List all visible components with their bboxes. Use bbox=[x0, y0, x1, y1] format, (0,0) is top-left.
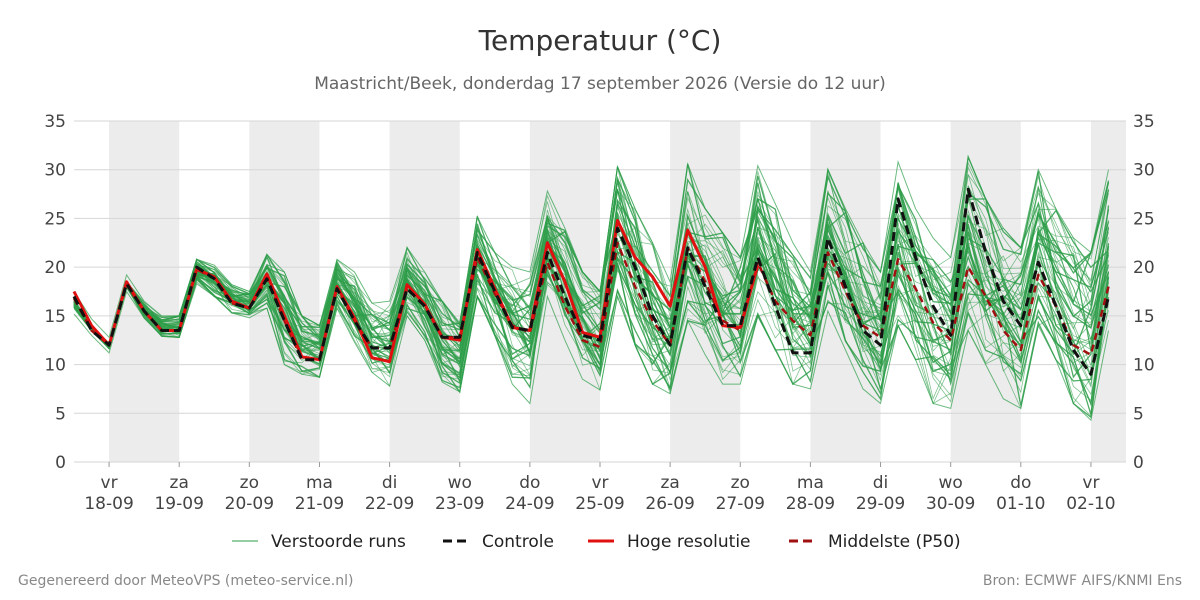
x-tick-date-label: 23-09 bbox=[435, 494, 484, 514]
y-tick-label-left: 25 bbox=[44, 209, 66, 229]
x-tick-date-label: 18-09 bbox=[84, 494, 133, 514]
footer-generated-by: Gegenereerd door MeteoVPS (meteo-service… bbox=[18, 573, 353, 589]
x-tick-day-label: ma bbox=[306, 473, 333, 493]
x-tick-date-label: 29-09 bbox=[856, 494, 905, 514]
x-tick-day-label: wo bbox=[939, 473, 963, 493]
x-tick-date-label: 01-10 bbox=[996, 494, 1045, 514]
ensemble-run-line bbox=[73, 242, 1109, 400]
y-axis: 0 0 5 5 10 10 15 15 20 20 25 25 30 30 35 35 bbox=[44, 112, 1154, 473]
x-tick-day-label: vr bbox=[101, 473, 118, 493]
x-tick-date-label: 20-09 bbox=[225, 494, 274, 514]
shaded-day-band bbox=[109, 121, 180, 462]
x-tick-day-label: do bbox=[1010, 473, 1031, 493]
ensemble-run-line bbox=[73, 180, 1110, 362]
x-tick-date-label: 24-09 bbox=[505, 494, 554, 514]
y-tick-label-right: 35 bbox=[1133, 112, 1155, 132]
chart-subtitle: Maastricht/Beek, donderdag 17 september … bbox=[314, 74, 886, 94]
x-tick-day-label: di bbox=[873, 473, 889, 493]
y-tick-label-left: 15 bbox=[44, 307, 66, 327]
y-tick-label-left: 0 bbox=[55, 453, 66, 473]
x-tick-date-label: 27-09 bbox=[716, 494, 765, 514]
y-tick-label-left: 10 bbox=[44, 356, 66, 376]
y-tick-label-left: 5 bbox=[55, 404, 66, 424]
x-axis: vr18-09za19-09zo20-09ma21-09di22-09wo23-… bbox=[84, 462, 1116, 514]
y-tick-label-right: 25 bbox=[1133, 209, 1155, 229]
legend-label: Hoge resolutie bbox=[627, 532, 751, 552]
x-tick-day-label: zo bbox=[731, 473, 750, 493]
y-tick-label-left: 30 bbox=[44, 161, 66, 181]
hoge-resolutie-line bbox=[72, 218, 760, 364]
x-tick-date-label: 28-09 bbox=[786, 494, 835, 514]
ensemble-run-line bbox=[73, 197, 1109, 376]
ensemble-run-line bbox=[73, 205, 1110, 379]
controle-line bbox=[72, 187, 1110, 376]
ensemble-spread-max-line bbox=[73, 155, 1109, 339]
ensemble-run-line bbox=[73, 169, 1109, 366]
ensemble-run-line bbox=[73, 175, 1110, 355]
ensemble-run-line bbox=[73, 188, 1109, 356]
legend-label: Middelste (P50) bbox=[828, 532, 961, 552]
footer-source: Bron: ECMWF AIFS/KNMI Ens bbox=[983, 573, 1182, 589]
y-tick-label-right: 30 bbox=[1133, 161, 1155, 181]
y-tick-label-right: 5 bbox=[1133, 404, 1144, 424]
x-tick-date-label: 26-09 bbox=[645, 494, 694, 514]
ensemble-spread-min-line bbox=[73, 282, 1109, 422]
x-tick-day-label: za bbox=[660, 473, 679, 493]
x-tick-day-label: za bbox=[170, 473, 189, 493]
x-tick-day-label: zo bbox=[240, 473, 259, 493]
y-tick-label-left: 20 bbox=[44, 258, 66, 278]
main-series bbox=[72, 187, 1110, 376]
x-tick-day-label: do bbox=[519, 473, 540, 493]
legend-label: Controle bbox=[482, 532, 554, 552]
x-tick-date-label: 19-09 bbox=[154, 494, 203, 514]
chart-title: Temperatuur (°C) bbox=[478, 24, 722, 57]
x-tick-day-label: wo bbox=[448, 473, 472, 493]
legend: Verstoorde runs Controle Hoge resolutie Mid… bbox=[232, 532, 961, 552]
y-tick-label-left: 35 bbox=[44, 112, 66, 132]
x-tick-day-label: vr bbox=[591, 473, 608, 493]
ensemble-runs bbox=[73, 154, 1110, 422]
x-tick-day-label: ma bbox=[797, 473, 824, 493]
legend-label: Verstoorde runs bbox=[271, 532, 406, 552]
y-tick-label-right: 15 bbox=[1133, 307, 1155, 327]
y-tick-label-right: 10 bbox=[1133, 356, 1155, 376]
x-tick-date-label: 02-10 bbox=[1066, 494, 1115, 514]
x-tick-date-label: 22-09 bbox=[365, 494, 414, 514]
x-tick-date-label: 30-09 bbox=[926, 494, 975, 514]
x-tick-date-label: 25-09 bbox=[575, 494, 624, 514]
x-tick-date-label: 21-09 bbox=[295, 494, 344, 514]
y-tick-label-right: 0 bbox=[1133, 453, 1144, 473]
y-tick-label-right: 20 bbox=[1133, 258, 1155, 278]
x-tick-day-label: vr bbox=[1082, 473, 1099, 493]
x-tick-day-label: di bbox=[382, 473, 398, 493]
